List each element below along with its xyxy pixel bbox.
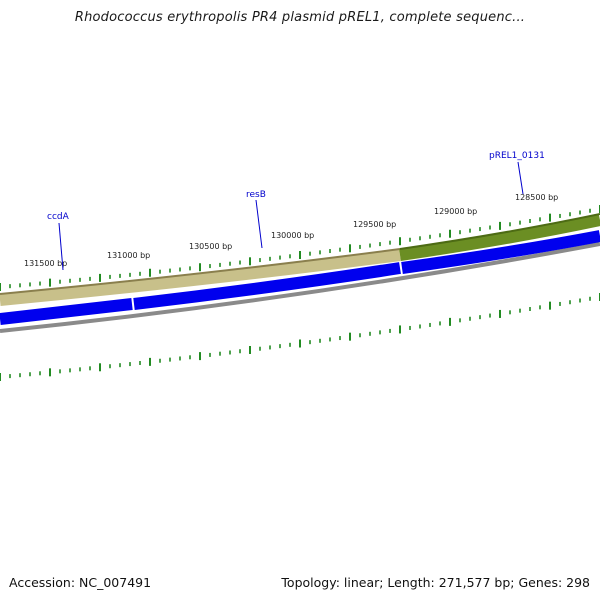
backbone-green-edge [399, 213, 600, 250]
ruler-outer [0, 205, 600, 291]
accession-text: Accession: NC_007491 [9, 575, 152, 590]
tick-label-130500: 130500 bp [189, 242, 232, 251]
backbone-tan [0, 249, 401, 306]
tick-label-131000: 131000 bp [107, 251, 150, 260]
gene-label-resB[interactable]: resB [246, 190, 266, 200]
leader-pREL1_0131 [517, 161, 524, 195]
backbone-tan-edge [0, 248, 401, 295]
gene-arrow-3[interactable] [401, 230, 600, 274]
tick-label-129000: 129000 bp [434, 207, 477, 216]
leader-resB [255, 199, 263, 249]
gray-track [0, 242, 600, 333]
map-title: Rhodococcus erythropolis PR4 plasmid pRE… [74, 10, 526, 25]
leader-ccdA [58, 222, 64, 271]
gene-arrow-1[interactable] [0, 298, 133, 325]
tick-label-130000: 130000 bp [271, 231, 314, 240]
tick-label-128500: 128500 bp [515, 193, 558, 202]
sequence-summary: Topology: linear; Length: 271,577 bp; Ge… [281, 575, 590, 590]
gene-arrow-2[interactable] [133, 262, 401, 310]
gene-label-ccdA[interactable]: ccdA [47, 212, 70, 222]
tick-label-131500: 131500 bp [24, 259, 67, 268]
ruler-inner [0, 293, 600, 381]
backbone-green [399, 214, 600, 261]
tick-label-129500: 129500 bp [353, 220, 396, 229]
gene-label-pREL1_0131[interactable]: pREL1_0131 [489, 151, 545, 161]
